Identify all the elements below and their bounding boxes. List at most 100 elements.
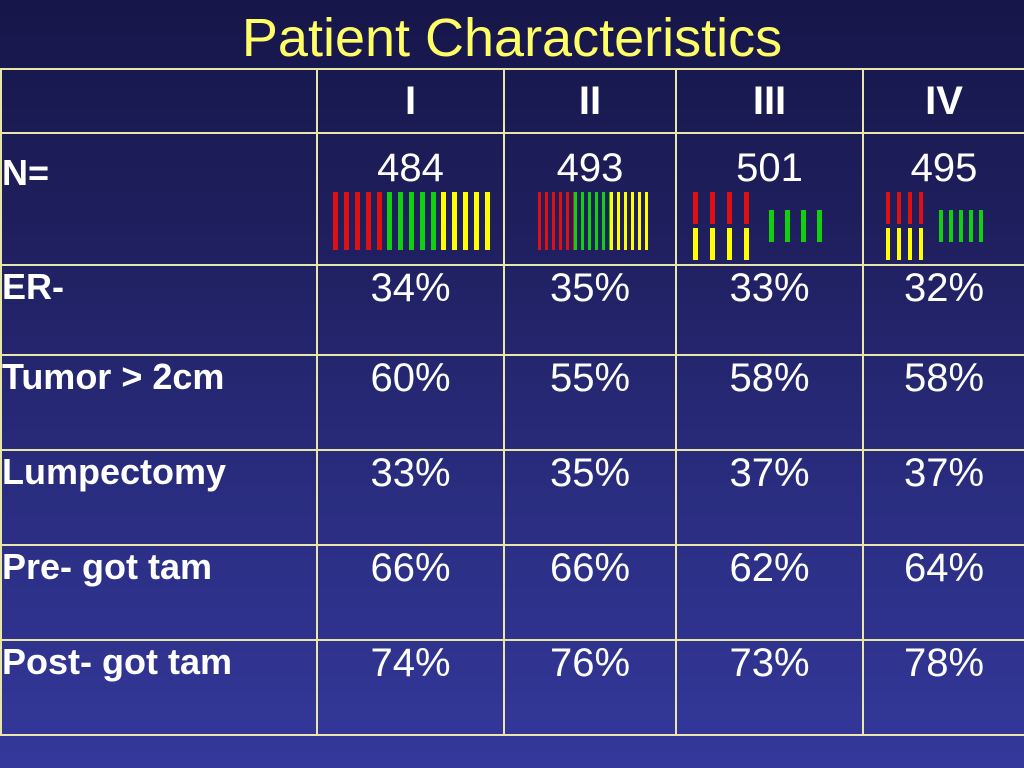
cell-lumpectomy-II: 35% (503, 449, 677, 546)
yellow-bar (886, 228, 890, 260)
green-bar (581, 192, 584, 250)
red-bar (354, 192, 360, 250)
patient-characteristics-table: I II III IV N= 484 493 501 495 ER- 34% 3… (0, 68, 1024, 736)
yellow-bar (645, 192, 648, 250)
column-header-IV: IV (862, 68, 1024, 134)
arm-I-bars-icon (323, 192, 499, 262)
header-corner-cell (0, 68, 318, 134)
red-bar (559, 192, 562, 250)
green-bar (602, 192, 605, 250)
column-header-III: III (675, 68, 864, 134)
row-label-er: ER- (0, 264, 318, 356)
green-bar (397, 192, 403, 250)
cell-tumor-I: 60% (316, 354, 505, 451)
cell-er-II: 35% (503, 264, 677, 356)
green-bar (769, 210, 774, 242)
red-bar (566, 192, 569, 250)
yellow-bar (638, 192, 641, 250)
cell-post-tam-III: 73% (675, 639, 864, 736)
cell-lumpectomy-I: 33% (316, 449, 505, 546)
cell-lumpectomy-III: 37% (675, 449, 864, 546)
yellow-bar (624, 192, 627, 250)
table-row-er: ER- 34% 35% 33% 32% (0, 264, 1024, 356)
cell-pre-tam-III: 62% (675, 544, 864, 641)
green-bar (574, 192, 577, 250)
red-bar (343, 192, 349, 250)
cell-post-tam-I: 74% (316, 639, 505, 736)
table-row-post-tam: Post- got tam 74% 76% 73% 78% (0, 639, 1024, 736)
cell-tumor-II: 55% (503, 354, 677, 451)
cell-n-I: 484 (316, 132, 505, 266)
column-header-II: II (503, 68, 677, 134)
red-bar (919, 192, 923, 224)
yellow-bar (617, 192, 620, 250)
green-bar (408, 192, 414, 250)
red-bar (886, 192, 890, 224)
yellow-bar (451, 192, 457, 250)
green-bar (595, 192, 598, 250)
value-n-IV: 495 (910, 146, 978, 190)
yellow-bar (631, 192, 634, 250)
red-bar (908, 192, 912, 224)
green-bar (419, 192, 425, 250)
cell-pre-tam-IV: 64% (862, 544, 1024, 641)
green-bar (939, 210, 943, 242)
cell-er-I: 34% (316, 264, 505, 356)
value-n-I: 484 (377, 146, 444, 190)
cell-tumor-III: 58% (675, 354, 864, 451)
yellow-bar (897, 228, 901, 260)
cell-pre-tam-I: 66% (316, 544, 505, 641)
green-bar (979, 210, 983, 242)
yellow-bar (610, 192, 613, 250)
column-header-I: I (316, 68, 505, 134)
yellow-bar (462, 192, 468, 250)
red-bar (744, 192, 749, 224)
red-bar (727, 192, 732, 224)
table-row-lumpectomy: Lumpectomy 33% 35% 37% 37% (0, 449, 1024, 546)
yellow-bar (710, 228, 715, 260)
table-row-pre-tam: Pre- got tam 66% 66% 62% 64% (0, 544, 1024, 641)
yellow-bar (727, 228, 732, 260)
row-label-lumpectomy: Lumpectomy (0, 449, 318, 546)
header-row: I II III IV (0, 68, 1024, 134)
yellow-bar (473, 192, 479, 250)
red-bar (332, 192, 338, 250)
cell-post-tam-IV: 78% (862, 639, 1024, 736)
red-bar (376, 192, 382, 250)
green-bar (959, 210, 963, 242)
arm-III-bars-icon (677, 192, 862, 262)
row-label-n: N= (0, 132, 318, 266)
value-n-II: 493 (556, 146, 624, 190)
cell-n-III: 501 (675, 132, 864, 266)
red-bar (693, 192, 698, 224)
green-bar (969, 210, 973, 242)
yellow-bar (744, 228, 749, 260)
green-bar (430, 192, 436, 250)
red-bar (538, 192, 541, 250)
green-bar (785, 210, 790, 242)
cell-pre-tam-II: 66% (503, 544, 677, 641)
yellow-bar (484, 192, 490, 250)
red-bar (897, 192, 901, 224)
cell-n-II: 493 (503, 132, 677, 266)
red-bar (552, 192, 555, 250)
row-label-post-tam: Post- got tam (0, 639, 318, 736)
green-bar (817, 210, 822, 242)
table-row-n: N= 484 493 501 495 (0, 132, 1024, 266)
cell-n-IV: 495 (862, 132, 1024, 266)
yellow-bar (908, 228, 912, 260)
cell-post-tam-II: 76% (503, 639, 677, 736)
arm-IV-bars-icon (864, 192, 1024, 262)
red-bar (365, 192, 371, 250)
cell-lumpectomy-IV: 37% (862, 449, 1024, 546)
page-title: Patient Characteristics (241, 8, 783, 68)
table-row-tumor: Tumor > 2cm 60% 55% 58% 58% (0, 354, 1024, 451)
row-label-pre-tam: Pre- got tam (0, 544, 318, 641)
yellow-bar (693, 228, 698, 260)
cell-er-IV: 32% (862, 264, 1024, 356)
yellow-bar (440, 192, 446, 250)
value-n-III: 501 (736, 146, 803, 190)
red-bar (710, 192, 715, 224)
green-bar (949, 210, 953, 242)
arm-II-bars-icon (510, 192, 670, 262)
